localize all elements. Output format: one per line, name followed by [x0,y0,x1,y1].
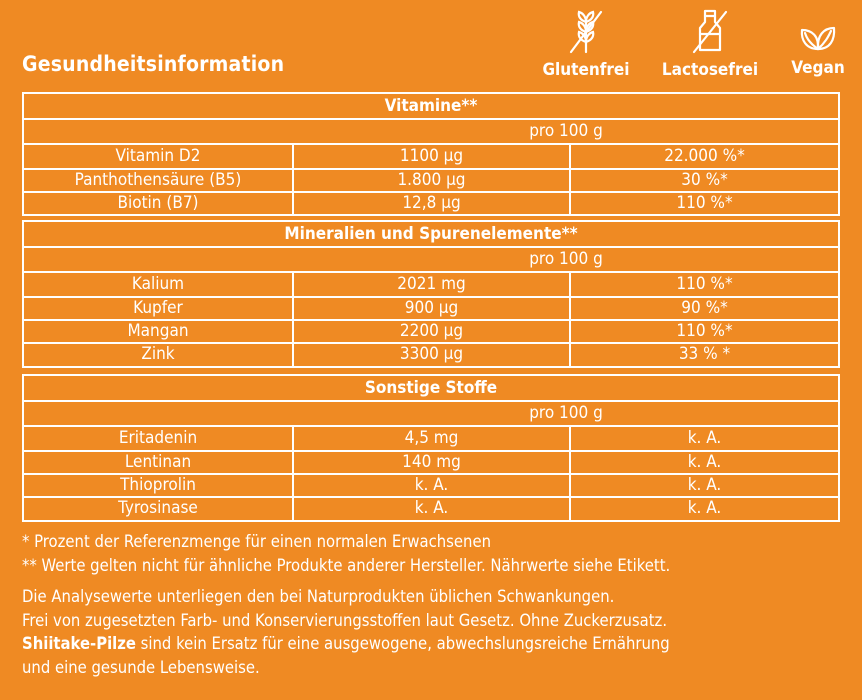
badge-label: Glutenfrei [542,60,630,80]
nutrient-amount: 900 µg [404,298,459,318]
info-text-1: Die Analysewerte unterliegen den bei Nat… [22,587,615,606]
nutrient-name: Kalium [131,274,185,294]
badge-label: Lactosefrei [661,60,759,80]
nutrient-amount: 12,8 µg [402,193,461,213]
table-row: Mangan 2200 µg 110 %* [24,320,838,343]
nutrient-name: Zink [141,344,175,364]
info-text-2: Frei von zugesetzten Farb- und Konservie… [22,610,668,630]
nutrient-name: Thioprolin [120,475,196,495]
nutrient-amount: k. A. [414,498,449,518]
footnotes: * Prozent der Referenzmenge für einen no… [22,530,852,679]
nutrient-ref: k. A. [687,475,722,495]
info-text-4: und eine gesunde Lebensweise. [22,657,260,677]
page-title: Gesundheitsinformation [22,52,285,76]
wheat-crossed-icon [569,10,603,54]
nutrient-ref: 90 %* [681,298,728,318]
section-title: Vitamine** [384,96,478,116]
nutrient-name: Lentinan [124,452,192,472]
nutrient-ref: 110 %* [676,274,733,294]
nutrient-ref: 33 % * [678,344,731,364]
nutrient-ref: 22.000 %* [664,146,745,166]
nutrient-amount: 1.800 µg [397,170,466,190]
nutrient-amount: 4,5 mg [404,428,459,448]
badge-glutenfree: Glutenfrei [532,8,640,80]
nutrient-amount: 2200 µg [399,321,464,341]
nutrient-amount: 140 mg [402,452,461,472]
table-row: Zink 3300 µg 33 % * [24,343,838,366]
product-name: Shiitake-Pilze [22,634,136,653]
nutrient-ref: k. A. [687,498,722,518]
per-100g-label: pro 100 g [529,249,603,269]
nutrient-ref: 30 %* [681,170,728,190]
badge-lactosefree: Lactosefrei [652,8,768,80]
footnote-reference: * Prozent der Referenzmenge für einen no… [22,532,492,551]
nutrient-ref: k. A. [687,452,722,472]
badge-vegan: Vegan [782,22,854,78]
nutrient-name: Kupfer [133,298,183,318]
nutrient-amount: k. A. [414,475,449,495]
nutrient-ref: 110 %* [676,321,733,341]
table-row: Kalium 2021 mg 110 %* [24,273,838,296]
section-title: Mineralien und Spurenelemente** [284,224,578,244]
table-row: Panthothensäure (B5) 1.800 µg 30 %* [24,169,838,192]
nutrient-ref: k. A. [687,428,722,448]
nutrient-name: Tyrosinase [118,498,198,518]
leaves-icon [800,26,836,51]
table-row: Vitamin D2 1100 µg 22.000 %* [24,145,838,168]
table-row: Thioprolin k. A. k. A. [24,474,838,497]
per-100g-label: pro 100 g [529,403,603,423]
table-row: Lentinan 140 mg k. A. [24,451,838,474]
table-sonstige-stoffe: Sonstige Stoffe pro 100 g Eritadenin 4,5… [22,374,840,522]
nutrient-name: Panthothensäure (B5) [74,170,242,190]
badge-label: Vegan [791,58,845,78]
table-row: Kupfer 900 µg 90 %* [24,297,838,320]
info-text-3-rest: sind kein Ersatz für eine ausgewogene, a… [135,634,670,653]
table-vitamine: Vitamine** pro 100 g Vitamin D2 1100 µg … [22,92,840,216]
diet-badges: Glutenfrei Lactosefrei Vegan [0,0,862,90]
nutrient-amount: 1100 µg [399,146,464,166]
table-row: Eritadenin 4,5 mg k. A. [24,427,838,450]
nutrient-name: Mangan [127,321,189,341]
section-title: Sonstige Stoffe [364,378,498,398]
info-text-3: Shiitake-Pilze sind kein Ersatz für eine… [22,632,852,656]
table-mineralien: Mineralien und Spurenelemente** pro 100 … [22,220,840,368]
per-100g-label: pro 100 g [529,121,603,141]
footnote-disclaimer: ** Werte gelten nicht für ähnliche Produ… [22,555,671,575]
nutrient-name: Vitamin D2 [115,146,201,166]
nutrient-name: Biotin (B7) [117,193,199,213]
nutrient-name: Eritadenin [118,428,198,448]
table-row: Tyrosinase k. A. k. A. [24,497,838,520]
nutrient-amount: 2021 mg [397,274,466,294]
table-row: Biotin (B7) 12,8 µg 110 %* [24,192,838,215]
nutrient-ref: 110 %* [676,193,733,213]
bottle-crossed-icon [692,9,728,54]
nutrient-amount: 3300 µg [399,344,464,364]
